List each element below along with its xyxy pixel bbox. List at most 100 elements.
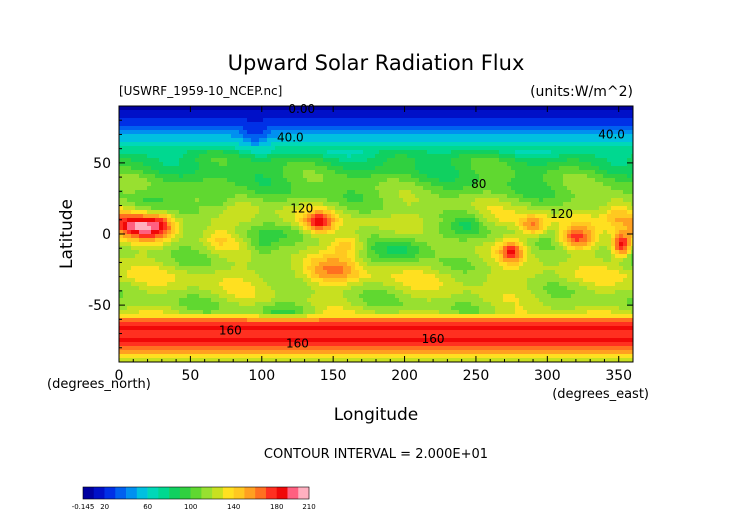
field-cell	[395, 106, 400, 111]
field-cell	[535, 198, 540, 203]
field-cell	[443, 146, 448, 151]
field-cell	[375, 190, 380, 195]
field-cell	[163, 206, 168, 211]
field-cell	[183, 230, 188, 235]
field-cell	[187, 154, 192, 159]
field-cell	[303, 254, 308, 259]
field-cell	[471, 226, 476, 231]
field-cell	[143, 194, 148, 199]
field-cell	[391, 238, 396, 243]
field-cell	[139, 130, 144, 135]
field-cell	[435, 146, 440, 151]
field-cell	[367, 114, 372, 119]
field-cell	[559, 194, 564, 199]
field-cell	[315, 254, 320, 259]
field-cell	[367, 210, 372, 215]
field-cell	[583, 166, 588, 171]
field-cell	[231, 126, 236, 131]
field-cell	[171, 162, 176, 167]
field-cell	[343, 146, 348, 151]
field-cell	[527, 254, 532, 259]
field-cell	[519, 214, 524, 219]
field-cell	[323, 234, 328, 239]
field-cell	[467, 146, 472, 151]
field-cell	[547, 222, 552, 227]
field-cell	[503, 114, 508, 119]
field-cell	[279, 198, 284, 203]
field-cell	[211, 254, 216, 259]
field-cell	[419, 182, 424, 187]
field-cell	[119, 214, 124, 219]
field-cell	[271, 238, 276, 243]
field-cell	[559, 114, 564, 119]
field-cell	[463, 258, 468, 263]
field-cell	[371, 114, 376, 119]
field-cell	[523, 106, 528, 111]
field-cell	[375, 242, 380, 247]
field-cell	[435, 130, 440, 135]
field-cell	[191, 150, 196, 155]
field-cell	[247, 162, 252, 167]
field-cell	[415, 258, 420, 263]
field-cell	[603, 214, 608, 219]
field-cell	[571, 186, 576, 191]
field-cell	[551, 238, 556, 243]
field-cell	[555, 126, 560, 131]
field-cell	[515, 154, 520, 159]
field-cell	[463, 210, 468, 215]
field-cell	[423, 254, 428, 259]
field-cell	[523, 226, 528, 231]
field-cell	[159, 146, 164, 151]
field-cell	[151, 130, 156, 135]
field-cell	[595, 142, 600, 147]
field-cell	[271, 162, 276, 167]
field-cell	[463, 186, 468, 191]
field-cell	[215, 234, 220, 239]
field-cell	[499, 238, 504, 243]
field-cell	[323, 194, 328, 199]
field-cell	[463, 106, 468, 111]
field-cell	[583, 110, 588, 115]
field-cell	[335, 214, 340, 219]
field-cell	[471, 210, 476, 215]
field-cell	[131, 190, 136, 195]
field-cell	[147, 218, 152, 223]
field-cell	[359, 190, 364, 195]
field-cell	[383, 226, 388, 231]
field-cell	[471, 138, 476, 143]
field-cell	[283, 146, 288, 151]
field-cell	[423, 166, 428, 171]
field-cell	[299, 170, 304, 175]
field-cell	[379, 150, 384, 155]
field-cell	[343, 250, 348, 255]
field-cell	[283, 190, 288, 195]
field-cell	[411, 130, 416, 135]
field-cell	[539, 122, 544, 127]
field-cell	[263, 158, 268, 163]
field-cell	[603, 146, 608, 151]
field-cell	[419, 202, 424, 207]
field-cell	[131, 254, 136, 259]
field-cell	[319, 106, 324, 111]
field-cell	[179, 106, 184, 111]
field-cell	[239, 186, 244, 191]
field-cell	[575, 154, 580, 159]
field-cell	[215, 126, 220, 131]
field-cell	[239, 230, 244, 235]
field-cell	[367, 166, 372, 171]
field-cell	[203, 238, 208, 243]
field-cell	[363, 206, 368, 211]
field-cell	[431, 166, 436, 171]
field-cell	[451, 246, 456, 251]
field-cell	[563, 178, 568, 183]
field-cell	[231, 194, 236, 199]
field-cell	[259, 114, 264, 119]
field-cell	[299, 154, 304, 159]
field-cell	[171, 210, 176, 215]
field-cell	[615, 114, 620, 119]
field-cell	[551, 206, 556, 211]
field-cell	[127, 114, 132, 119]
field-cell	[507, 166, 512, 171]
field-cell	[455, 134, 460, 139]
field-cell	[499, 166, 504, 171]
